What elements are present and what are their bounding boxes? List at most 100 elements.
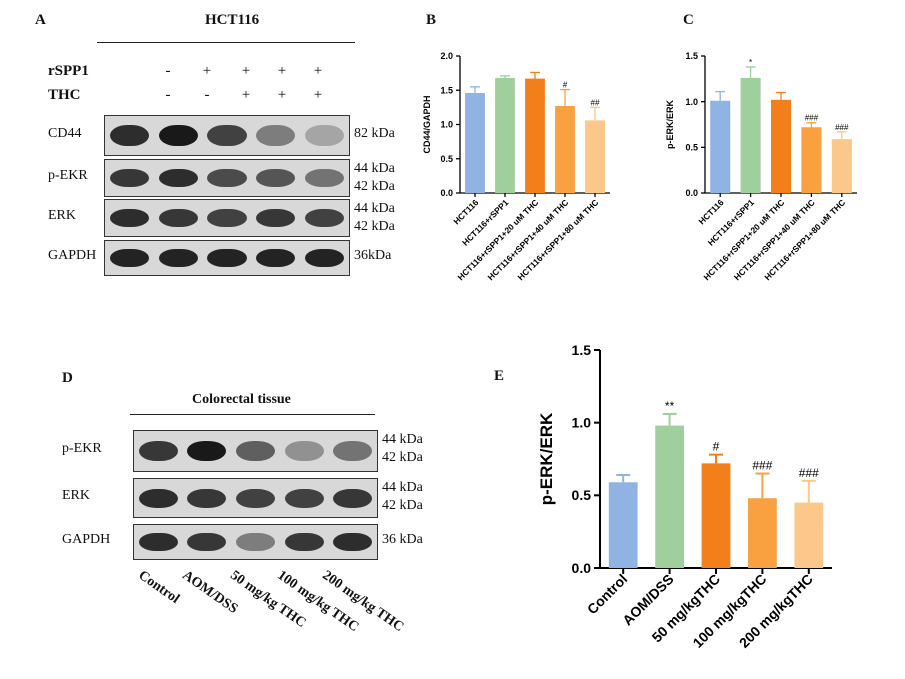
x-tick-label: HCT116	[451, 197, 480, 226]
blot-band	[256, 248, 296, 268]
kda-label: 36 kDa	[382, 532, 423, 547]
y-axis-label: CD44/GAPDH	[422, 95, 432, 153]
kda-label: 44 kDa	[354, 201, 395, 216]
treatment-sign: +	[241, 63, 251, 79]
bar	[525, 78, 545, 193]
blot-band	[207, 124, 247, 147]
kda-label: 44 kDa	[382, 480, 423, 495]
blot-band	[158, 209, 198, 227]
treatment-sign: +	[277, 87, 287, 103]
panel-a-letter: A	[35, 12, 46, 28]
panel-d-letter: D	[62, 370, 73, 386]
blot-band	[158, 169, 198, 187]
y-tick-label: 1.5	[572, 342, 592, 358]
bar	[794, 502, 824, 568]
treatment-sign: +	[241, 87, 251, 103]
bar	[585, 120, 605, 193]
blot-band	[109, 169, 149, 187]
blot-image	[104, 199, 350, 237]
blot-band	[207, 248, 247, 268]
blot-band	[256, 124, 296, 147]
treatment-sign: -	[204, 87, 210, 103]
blot-band	[256, 209, 296, 227]
blot-label: p-EKR	[62, 441, 102, 456]
kda-label: 42 kDa	[382, 498, 423, 513]
blot-label: CD44	[48, 125, 82, 141]
kda-label: 44 kDa	[382, 432, 423, 447]
blot-image	[104, 240, 350, 276]
kda-label: 42 kDa	[354, 219, 395, 234]
kda-label: 42 kDa	[354, 179, 395, 194]
y-tick-label: 1.5	[440, 85, 453, 95]
treatment-row-label: rSPP1	[48, 63, 89, 79]
blot-band	[158, 248, 198, 268]
blot-label: ERK	[62, 488, 90, 503]
y-tick-label: 1.0	[685, 97, 698, 107]
panel-d-tissue-label: Colorectal tissue	[192, 392, 291, 407]
bar	[655, 425, 684, 568]
blot-image	[133, 524, 378, 560]
panel-a-cell-line: HCT116	[205, 12, 260, 28]
blot-band	[333, 488, 373, 508]
blot-band	[138, 441, 178, 461]
y-tick-label: 1.0	[440, 120, 453, 130]
blot-image	[133, 430, 378, 472]
blot-band	[333, 441, 373, 461]
panel-e-letter: E	[494, 368, 505, 384]
y-axis-label: p-ERK/ERK	[537, 412, 556, 505]
treatment-sign: -	[165, 87, 171, 103]
blot-band	[284, 532, 324, 552]
blot-band	[305, 169, 345, 187]
y-tick-label: 0.5	[572, 487, 592, 503]
y-tick-label: 0.5	[685, 142, 698, 152]
panel-a-header-line	[97, 42, 355, 43]
blot-band	[138, 532, 178, 552]
blot-band	[305, 209, 345, 227]
blot-label: ERK	[48, 208, 76, 223]
x-tick-label: Control	[584, 571, 631, 618]
panel-e-chart: 0.00.51.01.5p-ERK/ERKControl**AOM/DSS#50…	[537, 342, 832, 651]
blot-band	[305, 248, 345, 268]
treatment-sign: +	[277, 63, 287, 79]
bar	[608, 482, 638, 568]
blot-band	[158, 124, 198, 147]
group-label: Control	[135, 568, 183, 607]
blot-image	[104, 159, 350, 197]
bar	[770, 99, 792, 193]
blot-label: GAPDH	[48, 248, 97, 263]
panel-b-letter: B	[426, 12, 437, 28]
bar	[831, 139, 852, 193]
blot-label: p-EKR	[48, 168, 88, 183]
blot-band	[207, 209, 247, 227]
panel-b-chart: 0.00.51.01.52.0CD44/GAPDHHCT116HCT116+rS…	[422, 51, 610, 282]
blot-band	[187, 532, 227, 552]
y-tick-label: 1.0	[572, 415, 592, 431]
y-tick-label: 0.5	[440, 154, 453, 164]
significance-mark: *	[749, 58, 752, 67]
blot-band	[236, 441, 275, 461]
x-tick-label: HCT116	[696, 197, 725, 226]
significance-mark: ###	[835, 123, 849, 132]
kda-label: 36kDa	[354, 248, 392, 263]
y-axis-label: p-ERK/ERK	[665, 100, 675, 149]
blot-image	[104, 115, 350, 156]
blot-band	[109, 124, 149, 147]
blot-band	[284, 441, 324, 461]
bar	[748, 498, 777, 568]
blot-band	[333, 532, 373, 552]
significance-mark: **	[665, 399, 675, 413]
blot-band	[187, 488, 227, 508]
significance-mark: #	[713, 440, 720, 454]
bar	[495, 77, 515, 193]
significance-mark: ###	[805, 114, 819, 123]
bar	[801, 127, 822, 193]
y-tick-label: 2.0	[440, 51, 453, 61]
bar	[701, 463, 731, 568]
treatment-sign: +	[313, 87, 323, 103]
blot-band	[138, 488, 178, 508]
bar	[465, 92, 485, 193]
panel-d-header-line	[130, 414, 375, 415]
blot-band	[256, 169, 296, 187]
y-tick-label: 0.0	[572, 560, 592, 576]
blot-band	[187, 441, 227, 461]
